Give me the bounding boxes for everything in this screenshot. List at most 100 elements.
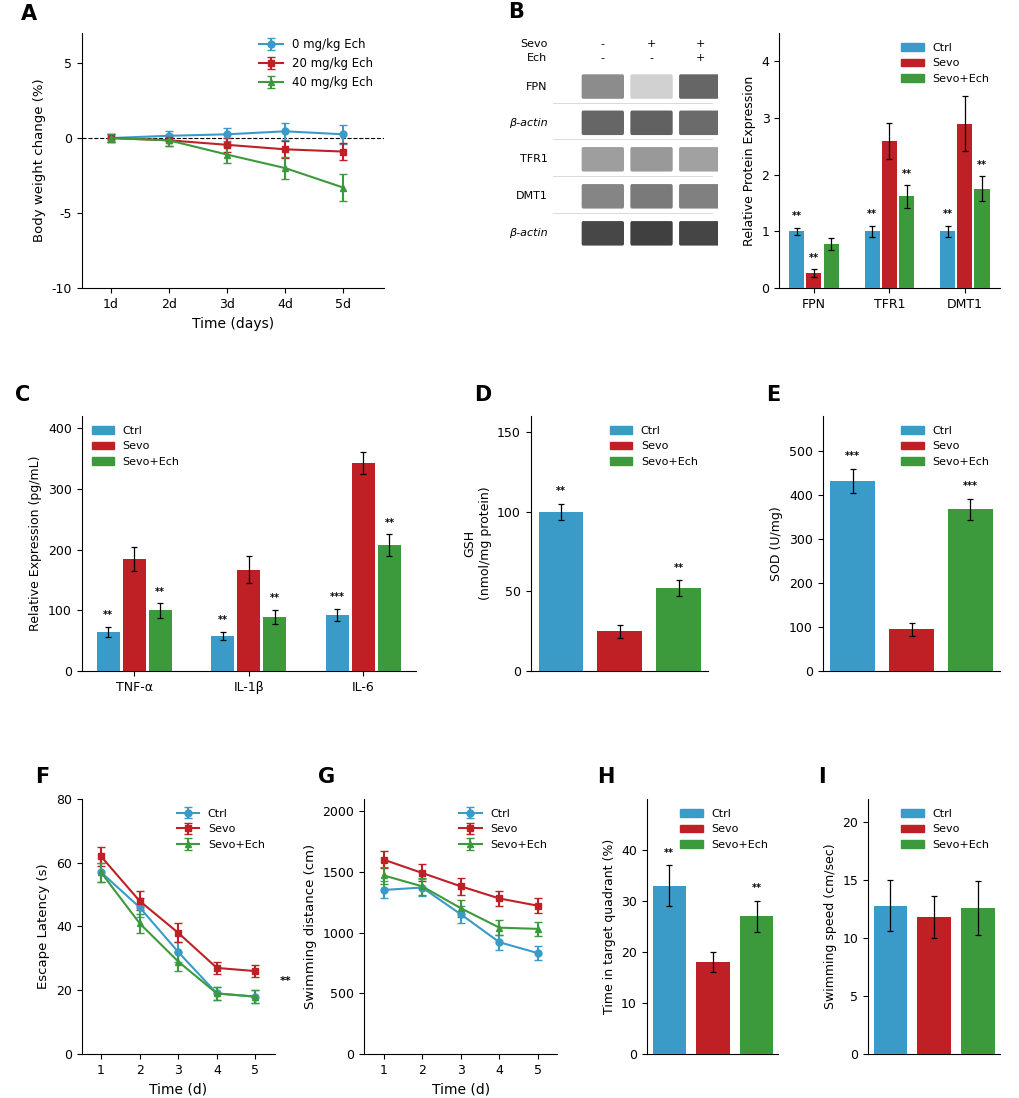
- Y-axis label: SOD (U/mg): SOD (U/mg): [769, 506, 783, 581]
- Text: A: A: [21, 4, 37, 24]
- FancyBboxPatch shape: [679, 75, 720, 99]
- Text: β-actin: β-actin: [508, 117, 547, 127]
- Bar: [973, 189, 988, 289]
- FancyBboxPatch shape: [630, 147, 673, 171]
- Legend: 0 mg/kg Ech, 20 mg/kg Ech, 40 mg/kg Ech: 0 mg/kg Ech, 20 mg/kg Ech, 40 mg/kg Ech: [255, 34, 378, 94]
- Bar: [864, 232, 879, 289]
- Bar: [377, 546, 400, 671]
- Text: E: E: [765, 384, 780, 404]
- Y-axis label: Escape Latency (s): Escape Latency (s): [38, 864, 50, 989]
- Legend: Ctrl, Sevo, Sevo+Ech: Ctrl, Sevo, Sevo+Ech: [454, 805, 551, 854]
- Text: -: -: [600, 54, 604, 64]
- Text: Sevo: Sevo: [520, 40, 547, 49]
- FancyBboxPatch shape: [679, 111, 720, 135]
- Text: B: B: [507, 1, 524, 22]
- FancyBboxPatch shape: [679, 147, 720, 171]
- Bar: [652, 886, 686, 1054]
- Bar: [325, 615, 348, 671]
- X-axis label: Time (days): Time (days): [192, 316, 274, 330]
- Bar: [960, 908, 994, 1054]
- Bar: [122, 559, 146, 671]
- Text: DMT1: DMT1: [516, 191, 547, 201]
- Y-axis label: Swimming distance (cm): Swimming distance (cm): [304, 844, 317, 1009]
- FancyBboxPatch shape: [581, 111, 624, 135]
- Text: G: G: [318, 768, 334, 787]
- FancyBboxPatch shape: [581, 184, 624, 209]
- Bar: [696, 962, 729, 1054]
- Text: **: **: [808, 253, 818, 262]
- Bar: [597, 631, 642, 671]
- Bar: [149, 610, 171, 671]
- FancyBboxPatch shape: [630, 184, 673, 209]
- Y-axis label: GSH
(nmol/mg protein): GSH (nmol/mg protein): [464, 486, 491, 601]
- Text: Ech: Ech: [527, 54, 547, 64]
- Text: H: H: [596, 768, 613, 787]
- Text: **: **: [901, 169, 911, 179]
- Text: F: F: [36, 768, 50, 787]
- Text: **: **: [673, 562, 683, 572]
- Text: **: **: [103, 610, 113, 620]
- Bar: [881, 141, 896, 289]
- Text: **: **: [218, 615, 227, 625]
- Text: I: I: [817, 768, 824, 787]
- FancyBboxPatch shape: [630, 221, 673, 246]
- Legend: Ctrl, Sevo, Sevo+Ech: Ctrl, Sevo, Sevo+Ech: [676, 805, 772, 854]
- Text: **: **: [384, 518, 394, 528]
- FancyBboxPatch shape: [630, 111, 673, 135]
- Text: -: -: [600, 40, 604, 49]
- Bar: [263, 617, 286, 671]
- Bar: [889, 629, 933, 671]
- Text: **: **: [155, 586, 165, 596]
- Bar: [822, 244, 838, 289]
- Legend: Ctrl, Sevo, Sevo+Ech: Ctrl, Sevo, Sevo+Ech: [87, 422, 184, 471]
- Text: C: C: [14, 384, 30, 404]
- Y-axis label: Body weight change (%): Body weight change (%): [33, 79, 46, 243]
- Text: **: **: [791, 211, 801, 221]
- Bar: [873, 906, 906, 1054]
- Bar: [916, 917, 950, 1054]
- Bar: [806, 273, 820, 289]
- Text: **: **: [555, 486, 566, 496]
- X-axis label: Time (d): Time (d): [431, 1083, 489, 1097]
- Legend: Ctrl, Sevo, Sevo+Ech: Ctrl, Sevo, Sevo+Ech: [896, 805, 994, 854]
- Text: **: **: [270, 593, 279, 604]
- Bar: [352, 462, 374, 671]
- Legend: Ctrl, Sevo, Sevo+Ech: Ctrl, Sevo, Sevo+Ech: [896, 422, 994, 471]
- FancyBboxPatch shape: [581, 147, 624, 171]
- Bar: [237, 570, 260, 671]
- Bar: [211, 636, 234, 671]
- FancyBboxPatch shape: [679, 221, 720, 246]
- Text: β-actin: β-actin: [508, 228, 547, 238]
- Bar: [538, 512, 583, 671]
- Bar: [898, 197, 913, 289]
- FancyBboxPatch shape: [630, 75, 673, 99]
- Text: +: +: [695, 40, 704, 49]
- Text: **: **: [751, 883, 761, 894]
- Text: ***: ***: [845, 451, 859, 461]
- Text: ***: ***: [962, 481, 977, 491]
- Y-axis label: Relative Expression (pg/mL): Relative Expression (pg/mL): [30, 456, 43, 631]
- X-axis label: Time (d): Time (d): [149, 1083, 207, 1097]
- Y-axis label: Relative Protein Expression: Relative Protein Expression: [742, 76, 755, 246]
- Bar: [97, 631, 119, 671]
- Bar: [957, 124, 971, 289]
- Y-axis label: Swimming speed (cm/sec): Swimming speed (cm/sec): [823, 843, 836, 1009]
- Bar: [740, 916, 772, 1054]
- Text: **: **: [279, 976, 291, 986]
- Legend: Ctrl, Sevo, Sevo+Ech: Ctrl, Sevo, Sevo+Ech: [604, 422, 701, 471]
- FancyBboxPatch shape: [581, 75, 624, 99]
- Bar: [655, 589, 700, 671]
- Text: **: **: [942, 210, 952, 220]
- Text: D: D: [474, 384, 491, 404]
- Bar: [789, 232, 804, 289]
- Legend: Ctrl, Sevo, Sevo+Ech: Ctrl, Sevo, Sevo+Ech: [172, 805, 269, 854]
- Bar: [940, 232, 955, 289]
- FancyBboxPatch shape: [581, 221, 624, 246]
- Y-axis label: Time in target quadrant (%): Time in target quadrant (%): [602, 839, 615, 1015]
- Text: **: **: [663, 848, 674, 858]
- Text: -: -: [649, 54, 653, 64]
- Legend: Ctrl, Sevo, Sevo+Ech: Ctrl, Sevo, Sevo+Ech: [896, 38, 994, 89]
- Bar: [829, 481, 874, 671]
- Text: ***: ***: [329, 592, 344, 602]
- Text: **: **: [866, 210, 876, 220]
